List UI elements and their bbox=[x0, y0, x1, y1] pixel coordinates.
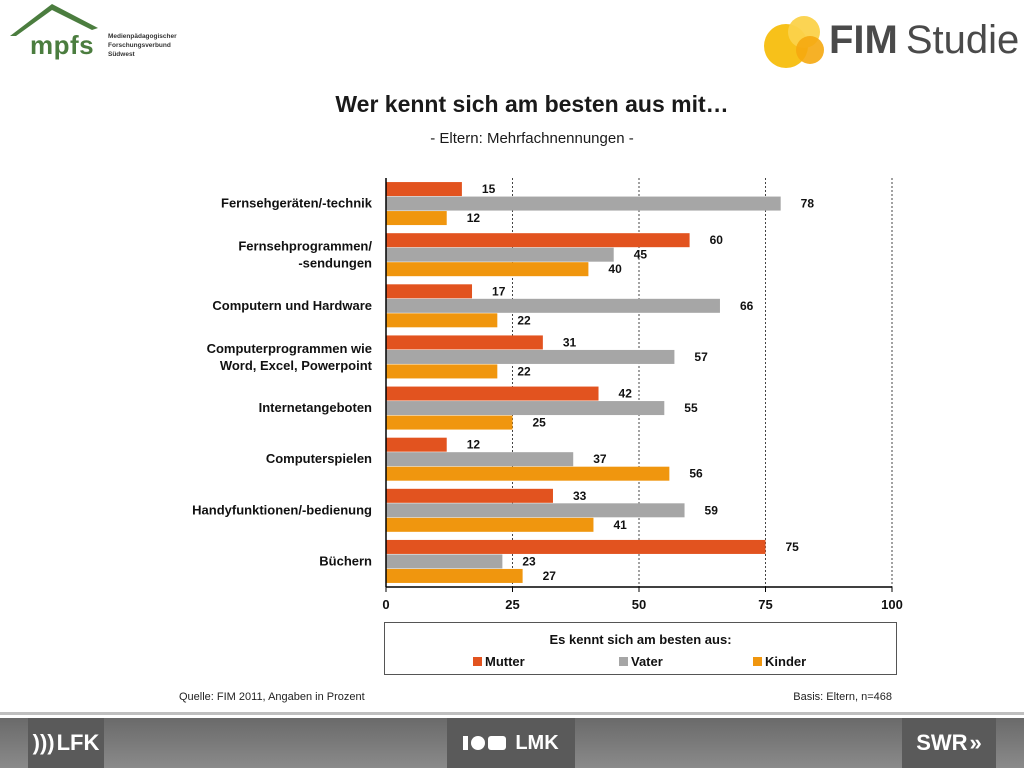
data-label: 22 bbox=[517, 364, 531, 378]
data-label: 22 bbox=[517, 313, 531, 327]
bar-vater bbox=[386, 452, 574, 467]
bar-kinder bbox=[386, 364, 498, 379]
x-tick-label: 0 bbox=[382, 597, 389, 612]
data-label: 59 bbox=[705, 503, 719, 517]
category-label: Handyfunktionen/-bedienung bbox=[192, 502, 372, 517]
legend-item-kinder: Kinder bbox=[753, 654, 806, 669]
data-label: 66 bbox=[740, 299, 754, 313]
data-label: 78 bbox=[801, 197, 815, 211]
x-tick-label: 100 bbox=[881, 597, 903, 612]
category-label: Word, Excel, Powerpoint bbox=[220, 358, 373, 373]
category-label: Computerprogrammen wie bbox=[207, 341, 372, 356]
bar-kinder bbox=[386, 262, 589, 277]
bar-vater bbox=[386, 196, 781, 211]
data-label: 15 bbox=[482, 182, 496, 196]
legend-label-mutter: Mutter bbox=[485, 654, 525, 669]
swr-logo: SWR» bbox=[902, 718, 996, 768]
legend-swatch-kinder bbox=[753, 657, 762, 666]
x-tick-label: 25 bbox=[505, 597, 519, 612]
category-label: Büchern bbox=[319, 553, 372, 568]
data-label: 55 bbox=[684, 401, 698, 415]
mpfs-logo: mpfs Medienpädagogischer Forschungsverbu… bbox=[8, 2, 178, 66]
bar-vater bbox=[386, 503, 685, 518]
data-label: 41 bbox=[613, 518, 627, 532]
data-label: 17 bbox=[492, 284, 506, 298]
bar-mutter bbox=[386, 437, 447, 452]
bar-kinder bbox=[386, 466, 670, 481]
data-label: 12 bbox=[467, 211, 481, 225]
data-label: 31 bbox=[563, 335, 577, 349]
x-tick-label: 75 bbox=[758, 597, 772, 612]
category-label: Computern und Hardware bbox=[212, 298, 372, 313]
data-label: 75 bbox=[786, 540, 800, 554]
bar-mutter bbox=[386, 488, 553, 503]
lfk-logo: ))) LFK bbox=[28, 718, 104, 768]
legend-item-vater: Vater bbox=[619, 654, 663, 669]
legend: Es kennt sich am besten aus: Mutter Vate… bbox=[384, 622, 897, 675]
data-label: 12 bbox=[467, 438, 481, 452]
data-label: 25 bbox=[533, 416, 547, 430]
footer-divider bbox=[0, 712, 1024, 715]
fim-studie-logo: FIM Studie bbox=[760, 10, 1019, 74]
mpfs-roof-icon bbox=[10, 4, 98, 36]
source-note: Quelle: FIM 2011, Angaben in Prozent bbox=[179, 691, 365, 703]
data-label: 27 bbox=[543, 569, 557, 583]
data-label: 56 bbox=[689, 467, 703, 481]
bar-mutter bbox=[386, 182, 462, 197]
bar-kinder bbox=[386, 211, 447, 226]
lfk-chevrons-icon: ))) bbox=[32, 730, 55, 755]
category-label: Fernsehprogrammen/ bbox=[238, 239, 372, 254]
category-label: Computerspielen bbox=[266, 451, 372, 466]
mpfs-logo-text: mpfs bbox=[30, 30, 95, 60]
legend-item-mutter: Mutter bbox=[473, 654, 525, 669]
data-label: 23 bbox=[522, 554, 536, 568]
data-label: 60 bbox=[710, 233, 724, 247]
data-label: 40 bbox=[608, 262, 622, 276]
swr-chevrons-icon: » bbox=[969, 730, 982, 755]
data-label: 42 bbox=[619, 387, 633, 401]
bar-kinder bbox=[386, 517, 594, 532]
legend-swatch-vater bbox=[619, 657, 628, 666]
data-label: 37 bbox=[593, 452, 607, 466]
x-tick-label: 50 bbox=[632, 597, 646, 612]
bar-vater bbox=[386, 401, 665, 416]
lmk-logo: LMK bbox=[447, 718, 575, 768]
chart-subtitle: - Eltern: Mehrfachnennungen - bbox=[430, 130, 634, 147]
category-label: Internetangeboten bbox=[259, 400, 372, 415]
basis-note: Basis: Eltern, n=468 bbox=[793, 691, 892, 703]
bar-vater bbox=[386, 298, 720, 313]
bar-mutter bbox=[386, 386, 599, 401]
bar-vater bbox=[386, 554, 503, 569]
chart-title: Wer kennt sich am besten aus mit… bbox=[335, 91, 729, 117]
legend-label-kinder: Kinder bbox=[765, 654, 807, 669]
category-label: -sendungen bbox=[298, 256, 372, 271]
fim-circles-icon bbox=[764, 16, 824, 68]
bar-mutter bbox=[386, 284, 473, 299]
bar-mutter bbox=[386, 335, 543, 350]
category-label: Fernsehgeräten/-technik bbox=[221, 196, 373, 211]
data-label: 45 bbox=[634, 248, 648, 262]
bar-mutter bbox=[386, 539, 766, 554]
bar-kinder bbox=[386, 415, 513, 430]
legend-label-vater: Vater bbox=[631, 654, 663, 669]
legend-swatch-mutter bbox=[473, 657, 482, 666]
bar-mutter bbox=[386, 233, 690, 248]
bar-kinder bbox=[386, 313, 498, 328]
bar-vater bbox=[386, 349, 675, 364]
data-label: 57 bbox=[694, 350, 708, 364]
bar-vater bbox=[386, 247, 614, 262]
bar-kinder bbox=[386, 568, 523, 583]
fim-logo-text: FIM Studie bbox=[829, 18, 1020, 62]
mpfs-logo-subtext: Medienpädagogischer Forschungsverbund Sü… bbox=[108, 33, 177, 58]
legend-title: Es kennt sich am besten aus: bbox=[549, 632, 732, 647]
data-label: 33 bbox=[573, 489, 587, 503]
lmk-bars-icon bbox=[463, 736, 509, 750]
